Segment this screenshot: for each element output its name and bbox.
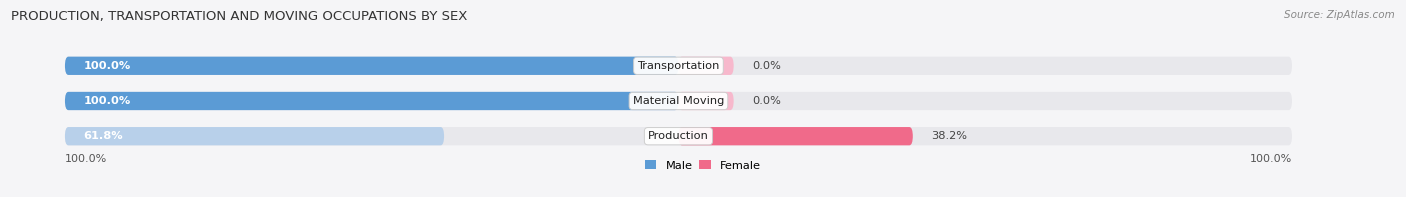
- Text: 100.0%: 100.0%: [83, 96, 131, 106]
- Text: Transportation: Transportation: [637, 61, 720, 71]
- Text: 100.0%: 100.0%: [83, 61, 131, 71]
- FancyBboxPatch shape: [65, 57, 1292, 75]
- Text: 61.8%: 61.8%: [83, 131, 122, 141]
- FancyBboxPatch shape: [65, 57, 679, 75]
- FancyBboxPatch shape: [679, 57, 734, 75]
- FancyBboxPatch shape: [65, 92, 1292, 110]
- FancyBboxPatch shape: [65, 127, 1292, 145]
- FancyBboxPatch shape: [679, 127, 912, 145]
- Text: 100.0%: 100.0%: [65, 154, 107, 164]
- Text: 38.2%: 38.2%: [931, 131, 967, 141]
- FancyBboxPatch shape: [65, 127, 444, 145]
- Text: Source: ZipAtlas.com: Source: ZipAtlas.com: [1284, 10, 1395, 20]
- Text: PRODUCTION, TRANSPORTATION AND MOVING OCCUPATIONS BY SEX: PRODUCTION, TRANSPORTATION AND MOVING OC…: [11, 10, 468, 23]
- Text: Material Moving: Material Moving: [633, 96, 724, 106]
- Text: 0.0%: 0.0%: [752, 61, 780, 71]
- Text: 0.0%: 0.0%: [752, 96, 780, 106]
- Text: Production: Production: [648, 131, 709, 141]
- FancyBboxPatch shape: [65, 92, 679, 110]
- Legend: Male, Female: Male, Female: [645, 160, 761, 170]
- Text: 100.0%: 100.0%: [1250, 154, 1292, 164]
- FancyBboxPatch shape: [679, 92, 734, 110]
